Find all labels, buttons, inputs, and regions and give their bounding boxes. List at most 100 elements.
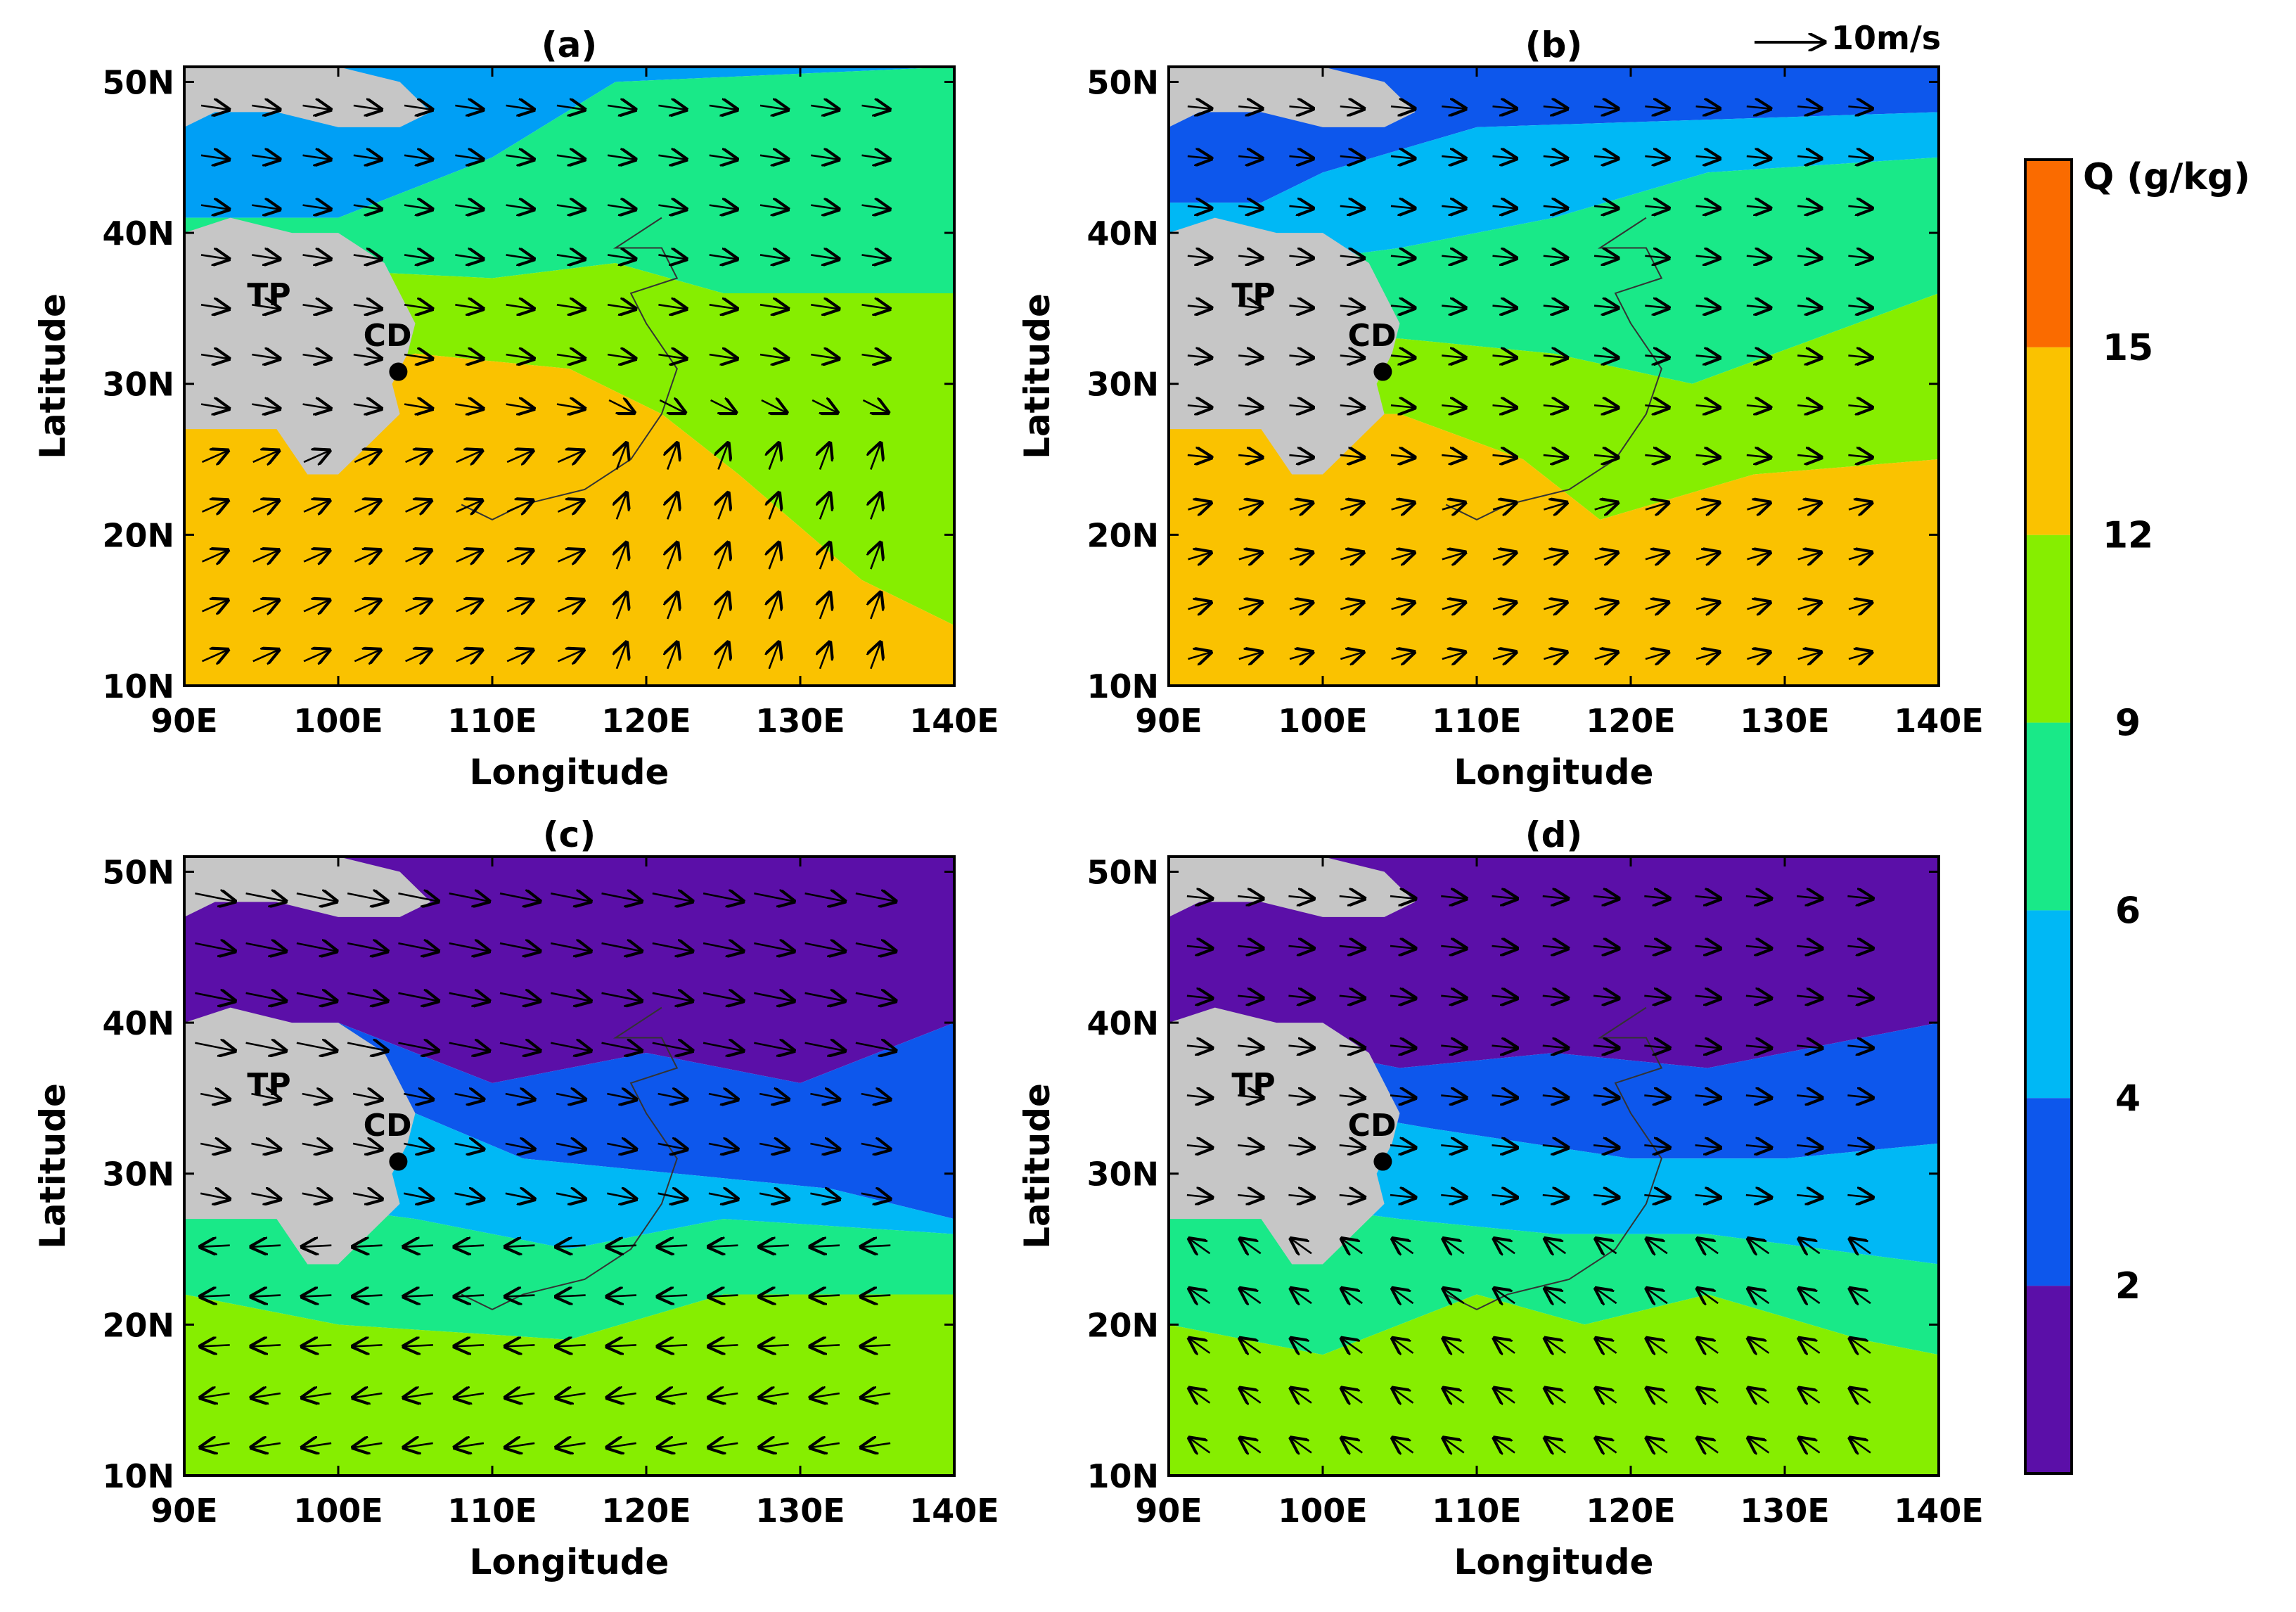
wind-arrow bbox=[1492, 1195, 1518, 1198]
wind-arrow bbox=[1797, 355, 1821, 357]
city-label: CD bbox=[364, 1108, 412, 1144]
wind-arrow bbox=[1238, 553, 1262, 560]
wind-arrow bbox=[251, 1144, 280, 1149]
wind-vectors bbox=[1187, 106, 1872, 659]
plateau-label: TP bbox=[247, 277, 290, 313]
wind-arrow bbox=[347, 943, 387, 951]
wind-arrow bbox=[769, 443, 779, 470]
wind-arrow bbox=[658, 354, 686, 359]
x-tick-label: 130E bbox=[1740, 1492, 1829, 1530]
wind-arrow bbox=[607, 255, 636, 259]
wind-arrow bbox=[652, 893, 693, 901]
wind-arrow bbox=[1542, 946, 1568, 949]
wind-arrow bbox=[761, 400, 787, 413]
wind-arrow bbox=[1288, 1145, 1314, 1148]
wind-arrow bbox=[607, 1393, 636, 1397]
wind-arrow bbox=[456, 600, 482, 611]
wind-arrow bbox=[617, 543, 627, 570]
wind-arrow bbox=[1392, 1438, 1414, 1453]
wind-arrow bbox=[1695, 602, 1719, 609]
wind-arrow bbox=[861, 255, 890, 259]
wind-arrow bbox=[251, 1443, 281, 1447]
wind-arrow bbox=[1644, 896, 1669, 899]
wind-arrow bbox=[810, 1443, 840, 1447]
wind-arrow bbox=[1390, 1195, 1416, 1198]
wind-arrow bbox=[1748, 1338, 1770, 1353]
wind-arrow bbox=[456, 650, 482, 661]
wind-arrow bbox=[1644, 996, 1669, 999]
wind-arrow bbox=[1542, 896, 1568, 899]
wind-arrow bbox=[1645, 553, 1669, 560]
wind-arrow bbox=[658, 255, 686, 259]
y-axis-label: Latitude bbox=[32, 293, 73, 459]
wind-arrow bbox=[709, 1246, 738, 1247]
wind-arrow bbox=[1695, 996, 1721, 999]
y-tick-label: 40N bbox=[102, 215, 174, 252]
wind-arrow bbox=[601, 993, 642, 1001]
wind-arrow bbox=[1797, 896, 1822, 899]
wind-arrow bbox=[1289, 156, 1313, 158]
wind-arrow bbox=[1797, 1095, 1822, 1098]
wind-arrow bbox=[1850, 1239, 1871, 1253]
wind-arrow bbox=[1596, 1338, 1617, 1353]
wind-arrow bbox=[303, 451, 330, 462]
wind-arrow bbox=[1644, 1046, 1669, 1049]
wind-arrow bbox=[1799, 1438, 1821, 1453]
wind-arrow bbox=[506, 105, 534, 110]
wind-arrow bbox=[1390, 996, 1416, 999]
wind-arrow bbox=[1186, 1095, 1212, 1098]
wind-arrow bbox=[1847, 1195, 1873, 1198]
x-tick-label: 130E bbox=[755, 702, 845, 740]
wind-arrow bbox=[811, 105, 839, 110]
wind-arrow bbox=[1542, 1046, 1568, 1049]
wind-arrow bbox=[556, 255, 585, 259]
wind-arrow bbox=[1797, 602, 1821, 609]
wind-arrow bbox=[810, 1194, 839, 1199]
wind-arrow bbox=[405, 600, 432, 611]
wind-arrow bbox=[1698, 1338, 1719, 1353]
wind-arrow bbox=[1288, 946, 1314, 949]
wind-arrow bbox=[759, 354, 788, 359]
wind-arrow bbox=[1289, 206, 1313, 208]
wind-arrow bbox=[398, 893, 438, 901]
wind-arrow bbox=[354, 550, 380, 561]
wind-arrow bbox=[1187, 256, 1212, 258]
wind-arrow bbox=[454, 1194, 484, 1199]
wind-arrow bbox=[759, 1345, 789, 1346]
wind-arrow bbox=[709, 1443, 738, 1447]
wind-arrow bbox=[1797, 405, 1821, 407]
wind-arrow bbox=[455, 354, 483, 359]
wind-arrow bbox=[607, 1345, 636, 1346]
wind-arrow bbox=[658, 1246, 688, 1247]
wind-arrow bbox=[557, 451, 584, 462]
wind-arrow bbox=[302, 1443, 332, 1447]
wind-arrow bbox=[820, 543, 830, 570]
wind-arrow bbox=[1390, 946, 1416, 949]
wind-arrow bbox=[1797, 1145, 1822, 1148]
wind-arrow bbox=[200, 305, 229, 309]
wind-arrow bbox=[302, 404, 331, 409]
wind-arrow bbox=[353, 404, 381, 409]
wind-arrow bbox=[404, 105, 432, 110]
wind-arrow bbox=[1847, 1145, 1873, 1148]
wind-arrow bbox=[769, 493, 779, 520]
wind-arrow bbox=[1238, 896, 1263, 899]
wind-arrow bbox=[347, 993, 387, 1001]
wind-arrow bbox=[1645, 503, 1669, 510]
wind-arrow bbox=[759, 155, 788, 160]
wind-arrow bbox=[608, 400, 634, 413]
x-axis-label: Longitude bbox=[1454, 752, 1654, 793]
wind-arrow bbox=[1392, 1288, 1414, 1303]
wind-arrow bbox=[1644, 1195, 1669, 1198]
wind-arrow bbox=[708, 1144, 738, 1149]
wind-arrow bbox=[1187, 306, 1212, 308]
wind-arrow bbox=[1238, 355, 1262, 357]
wind-arrow bbox=[1593, 206, 1618, 208]
wind-arrow bbox=[652, 1043, 693, 1051]
wind-arrow bbox=[556, 1443, 586, 1447]
wind-arrow bbox=[1797, 156, 1821, 158]
wind-arrow bbox=[1442, 553, 1466, 560]
wind-arrow bbox=[812, 400, 838, 413]
wind-arrow bbox=[1238, 206, 1262, 208]
wind-arrow bbox=[861, 1194, 890, 1199]
